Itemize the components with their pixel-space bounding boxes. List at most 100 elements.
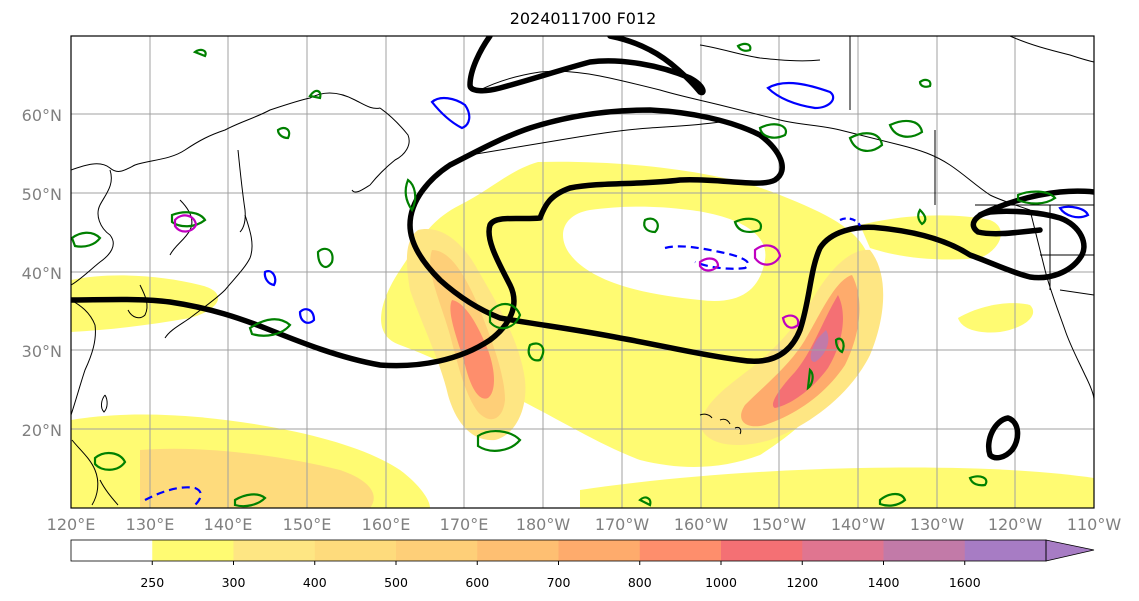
black-contour-north: [467, 36, 706, 96]
colorbar-segment: [558, 540, 641, 561]
magenta-contours: [173, 214, 800, 329]
lon-label-150w: 150°W: [752, 515, 807, 534]
coast-japan: [164, 214, 253, 339]
shade-south-east: [580, 467, 1094, 508]
lat-label-20: 20°N: [22, 421, 62, 440]
blue-contour-4: [298, 308, 316, 324]
colorbar-segment: [314, 540, 397, 561]
colorbar-tick-label: 800: [628, 575, 652, 590]
green-contour-13: [888, 119, 924, 138]
filled-contours: [71, 161, 1094, 508]
shade-east-plume-core: [772, 295, 843, 408]
lon-label-120w: 120°W: [988, 515, 1043, 534]
green-contour-4: [316, 247, 334, 269]
lon-label-160e: 160°E: [362, 515, 411, 534]
shade-west-subtropics: [71, 275, 219, 332]
blue-contours: [144, 81, 1090, 506]
colorbar-segments: [71, 540, 1047, 561]
green-contours: [71, 42, 1057, 508]
map-frame: [70, 35, 1095, 509]
magenta-contour-1: [173, 214, 198, 233]
shade-coast-small: [958, 303, 1034, 333]
lat-label-40: 40°N: [22, 264, 62, 283]
map-title: 2024011700 F012: [509, 9, 657, 28]
blue-contour-2: [766, 81, 835, 110]
green-contour-14: [917, 208, 927, 226]
green-contour-15: [1016, 190, 1057, 205]
lon-label-180w: 180°W: [516, 515, 571, 534]
green-contour-12: [848, 132, 884, 152]
lat-labels: 60°N 50°N 40°N 30°N 20°N: [22, 106, 62, 440]
colorbar-extend-arrow: [1045, 539, 1095, 562]
green-contour-20: [192, 42, 932, 140]
coast-north-canada: [699, 36, 1094, 110]
coast-taiwan: [101, 394, 108, 413]
blue-contour-1: [430, 96, 471, 130]
lon-label-130w: 130°W: [910, 515, 965, 534]
colorbar-tick-label: 1600: [949, 575, 981, 590]
black-contour-ne: [977, 188, 1094, 218]
colorbar-labels: 250 300 400 500 600 700 800 1000 1200 1400 1600: [140, 561, 981, 590]
green-contour-21: [638, 337, 845, 507]
green-contour-17: [233, 493, 267, 508]
lon-label-120e: 120°E: [47, 515, 96, 534]
colorbar-tick-label: 600: [465, 575, 489, 590]
colorbar-segment: [71, 540, 153, 561]
coast-aleutians: [469, 121, 721, 156]
black-contour-small: [986, 415, 1021, 461]
border-us-canada: [934, 130, 1094, 296]
coastlines: [71, 36, 1094, 506]
green-contour-9: [643, 217, 659, 234]
green-contour-5: [404, 178, 417, 213]
lat-label-30: 30°N: [22, 342, 62, 361]
coast-kamchatka: [351, 107, 410, 193]
coast-philippines: [71, 439, 119, 506]
green-contour-10: [733, 217, 763, 233]
lon-labels: 120°E 130°E 140°E 150°E 160°E 170°E 180°…: [47, 515, 1122, 534]
shade-west-tropics-mid: [140, 448, 374, 508]
colorbar-segment: [233, 540, 316, 561]
green-contour-16: [93, 452, 127, 471]
blue-contour-dashed-1: [664, 245, 750, 270]
colorbar-tick-label: 1400: [868, 575, 900, 590]
colorbar-segment: [639, 540, 722, 561]
lon-label-170w: 170°W: [595, 515, 650, 534]
magenta-contour-4: [781, 314, 800, 329]
colorbar-segment: [477, 540, 559, 561]
lon-label-150e: 150°E: [283, 515, 332, 534]
coast-alaska: [479, 70, 1031, 211]
coast-hawaii: [699, 413, 742, 435]
green-contour-6: [476, 430, 522, 452]
green-contour-1: [71, 231, 102, 248]
colorbar-tick-label: 250: [140, 575, 164, 590]
green-contour-2: [170, 211, 207, 228]
lon-label-140w: 140°W: [831, 515, 886, 534]
green-contour-7: [527, 342, 545, 362]
colorbar-segment: [152, 540, 234, 561]
colorbar-segment: [883, 540, 966, 561]
lon-label-130e: 130°E: [126, 515, 175, 534]
colorbar-tick-label: 1200: [786, 575, 818, 590]
lat-label-50: 50°N: [22, 185, 62, 204]
green-contour-11: [758, 123, 788, 139]
colorbar: 250 300 400 500 600 700 800 1000 1200 1400 1600: [70, 539, 1095, 590]
green-contour-8: [488, 303, 522, 330]
lon-label-160w: 160°W: [674, 515, 729, 534]
blue-contour-dashed-3: [839, 217, 862, 227]
colorbar-tick-label: 1000: [705, 575, 737, 590]
magenta-contour-2: [753, 244, 782, 266]
lon-label-110w: 110°W: [1067, 515, 1122, 534]
lat-label-60: 60°N: [22, 106, 62, 125]
colorbar-segment: [802, 540, 884, 561]
colorbar-tick-label: 400: [303, 575, 327, 590]
coast-west-coast: [1029, 209, 1094, 401]
shade-east-plume-max: [810, 330, 829, 362]
lon-label-170e: 170°E: [440, 515, 489, 534]
lon-label-140e: 140°E: [204, 515, 253, 534]
green-contour-18: [878, 492, 907, 507]
colorbar-tick-label: 700: [547, 575, 571, 590]
coast-sakhalin: [237, 149, 246, 233]
coast-china: [71, 299, 96, 416]
blue-contour-3: [263, 270, 277, 287]
blue-contour-5: [1058, 205, 1090, 219]
